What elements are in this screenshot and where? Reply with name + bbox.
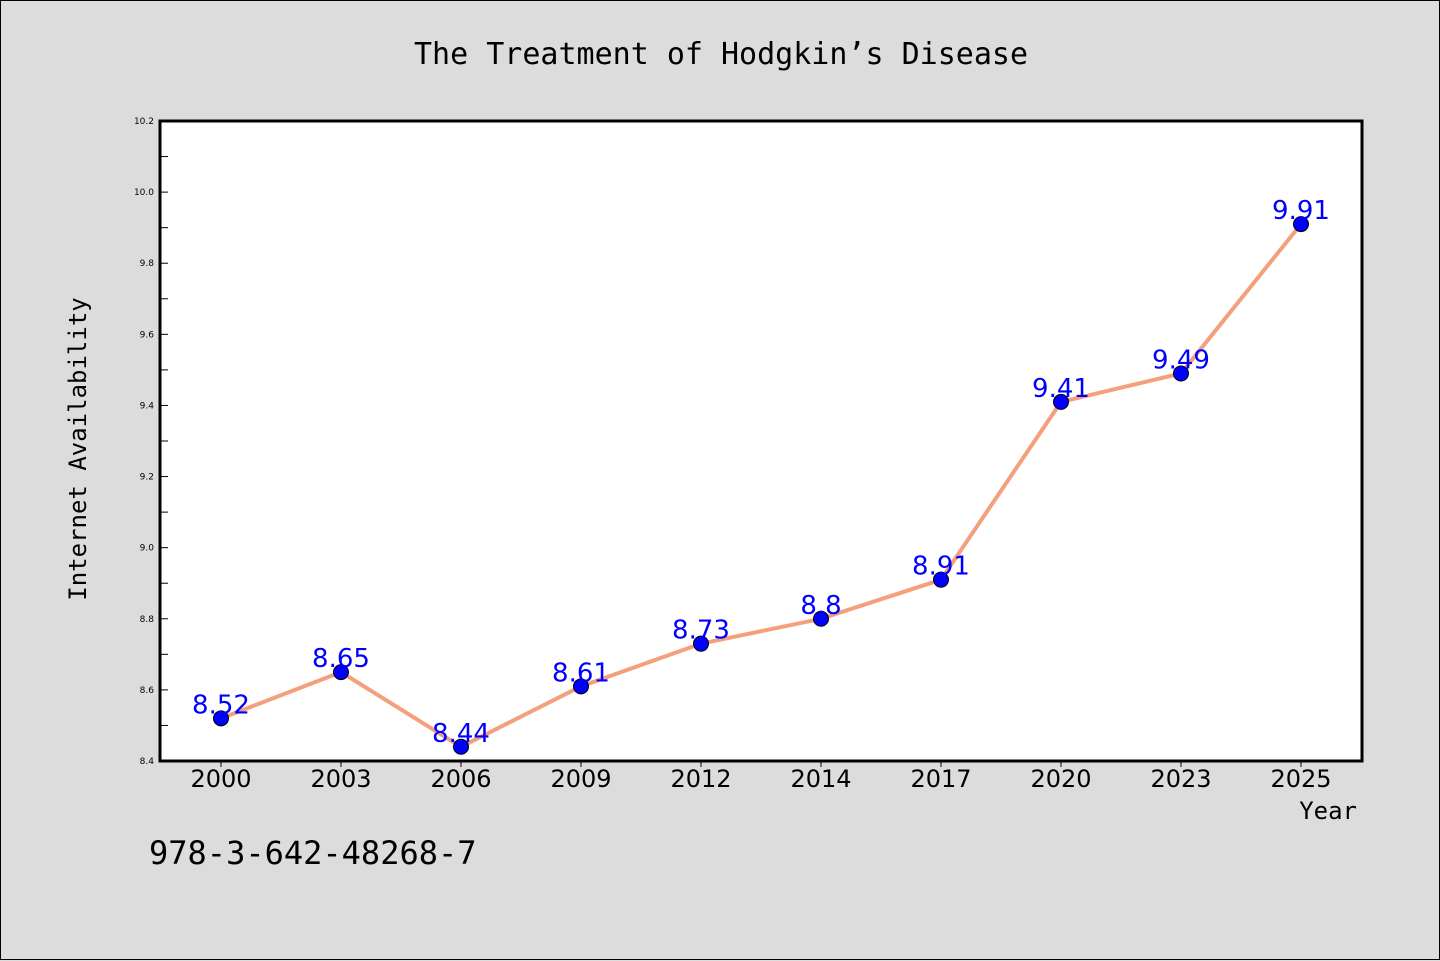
x-tick-label: 2006: [430, 765, 491, 793]
chart-title: The Treatment of Hodgkin’s Disease: [413, 37, 1029, 72]
data-label: 9.91: [1272, 196, 1330, 226]
y-tick-label: 9.2: [140, 473, 154, 483]
data-point: [1173, 365, 1189, 382]
x-tick-label: 2000: [190, 765, 251, 793]
data-label: 9.41: [1032, 374, 1090, 404]
x-tick-label: 2020: [1030, 765, 1091, 793]
series-line: [220, 222, 1303, 749]
data-point: [933, 571, 949, 588]
data-point: [453, 738, 469, 755]
isbn-annotation: 978-3-642-48268-7: [149, 834, 477, 872]
data-label: 8.73: [672, 616, 730, 646]
x-tick-label: 2025: [1270, 765, 1331, 793]
plot-area: [160, 121, 1362, 761]
y-tick-label: 10.0: [134, 188, 154, 198]
data-label: 9.49: [1152, 345, 1210, 375]
data-label: 8.8: [800, 591, 841, 621]
y-tick-label: 9.8: [140, 259, 155, 269]
y-tick-label: 8.4: [140, 757, 155, 767]
x-tick-label: 2012: [670, 765, 731, 793]
data-label: 8.52: [192, 690, 250, 720]
data-label: 8.61: [552, 658, 610, 688]
data-point: [813, 610, 829, 627]
data-point: [333, 664, 349, 681]
x-tick-label: 2003: [310, 765, 371, 793]
data-point: [1293, 216, 1309, 233]
x-tick-label: 2023: [1150, 765, 1211, 793]
data-point: [693, 635, 709, 652]
data-point: [1053, 393, 1069, 410]
data-label: 8.91: [912, 552, 970, 582]
y-tick-label: 9.0: [140, 544, 155, 554]
x-tick-label: 2017: [910, 765, 971, 793]
plot-border: [158, 119, 1364, 763]
x-axis-label: Year: [1299, 797, 1357, 825]
y-tick-label: 10.2: [134, 117, 154, 127]
data-label: 8.44: [432, 719, 490, 749]
data-label: 8.65: [312, 644, 370, 674]
y-tick-label: 9.6: [140, 330, 155, 340]
y-tick-label: 8.8: [140, 615, 155, 625]
x-tick-label: 2014: [790, 765, 851, 793]
y-tick-label: 8.6: [140, 686, 155, 696]
x-tick-label: 2009: [550, 765, 611, 793]
y-tick-label: 9.4: [140, 401, 155, 411]
data-point: [573, 678, 589, 695]
data-point: [213, 710, 229, 727]
